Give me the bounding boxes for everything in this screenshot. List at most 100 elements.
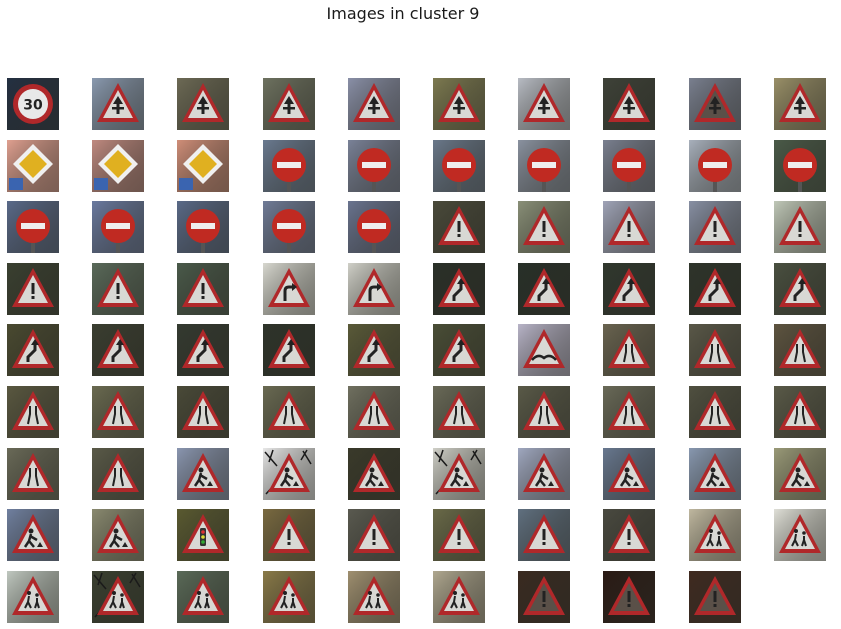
general-caution-sign-image xyxy=(603,571,655,623)
road-narrows-sign-image xyxy=(689,386,741,438)
image-tile xyxy=(603,509,655,561)
general-caution-sign-image xyxy=(774,201,826,253)
no-entry-sign-image xyxy=(689,140,741,192)
no-entry-sign-image xyxy=(92,201,144,253)
image-tile xyxy=(263,509,315,561)
no-entry-sign-image xyxy=(263,201,315,253)
general-caution-sign-image xyxy=(263,509,315,561)
road-narrows-sign-image xyxy=(774,324,826,376)
image-tile xyxy=(689,263,741,315)
image-tile xyxy=(348,448,400,500)
image-tile xyxy=(774,386,826,438)
image-tile xyxy=(7,386,59,438)
image-tile xyxy=(518,448,570,500)
image-tile xyxy=(774,448,826,500)
image-tile xyxy=(348,571,400,623)
road-narrows-sign-image xyxy=(92,386,144,438)
double-curve-sign-image xyxy=(7,324,59,376)
image-tile xyxy=(177,140,229,192)
priority-road-sign-image xyxy=(7,140,59,192)
image-tile xyxy=(348,263,400,315)
image-tile xyxy=(689,386,741,438)
general-caution-sign-image xyxy=(7,263,59,315)
image-tile xyxy=(774,140,826,192)
image-tile xyxy=(348,140,400,192)
image-tile xyxy=(177,571,229,623)
priority-road-ahead-sign-image xyxy=(433,78,485,130)
image-tile xyxy=(433,386,485,438)
children-crossing-sign-image xyxy=(433,571,485,623)
image-tile xyxy=(92,386,144,438)
image-tile xyxy=(518,263,570,315)
image-tile xyxy=(689,324,741,376)
no-entry-sign-image xyxy=(7,201,59,253)
image-tile: 30 xyxy=(7,78,59,130)
image-tile xyxy=(433,448,485,500)
image-tile xyxy=(7,140,59,192)
image-tile xyxy=(689,78,741,130)
image-tile xyxy=(774,509,826,561)
double-curve-sign-image xyxy=(689,263,741,315)
image-tile xyxy=(177,263,229,315)
road-work-sign-image xyxy=(348,448,400,500)
double-curve-sign-image xyxy=(263,324,315,376)
image-tile xyxy=(518,140,570,192)
road-work-sign-image xyxy=(603,448,655,500)
no-entry-sign-image xyxy=(603,140,655,192)
image-tile xyxy=(348,324,400,376)
image-tile xyxy=(433,571,485,623)
image-tile xyxy=(603,263,655,315)
image-tile xyxy=(348,386,400,438)
image-tile xyxy=(774,201,826,253)
image-tile xyxy=(774,78,826,130)
no-entry-sign-image xyxy=(518,140,570,192)
road-narrows-sign-image xyxy=(92,448,144,500)
image-tile xyxy=(689,448,741,500)
double-curve-sign-image xyxy=(433,263,485,315)
image-tile xyxy=(7,263,59,315)
priority-road-ahead-sign-image xyxy=(177,78,229,130)
traffic-signals-sign-image xyxy=(177,509,229,561)
image-tile xyxy=(518,386,570,438)
image-tile xyxy=(92,448,144,500)
image-tile xyxy=(263,263,315,315)
general-caution-sign-image xyxy=(689,201,741,253)
image-tile xyxy=(518,571,570,623)
image-tile xyxy=(263,386,315,438)
road-work-sign-image xyxy=(774,448,826,500)
children-crossing-sign-image xyxy=(774,509,826,561)
no-entry-sign-image xyxy=(433,140,485,192)
image-tile xyxy=(433,263,485,315)
image-tile xyxy=(7,324,59,376)
image-tile xyxy=(263,571,315,623)
image-tile xyxy=(603,78,655,130)
image-tile xyxy=(177,201,229,253)
image-tile xyxy=(263,201,315,253)
general-caution-sign-image xyxy=(518,571,570,623)
curve-right-sign-image xyxy=(348,263,400,315)
general-caution-sign-image xyxy=(518,509,570,561)
general-caution-sign-image xyxy=(603,509,655,561)
road-work-sign-image xyxy=(92,509,144,561)
image-tile xyxy=(92,324,144,376)
general-caution-sign-image xyxy=(177,263,229,315)
image-tile xyxy=(689,509,741,561)
image-tile xyxy=(92,263,144,315)
road-narrows-sign-image xyxy=(177,386,229,438)
image-tile xyxy=(348,509,400,561)
priority-road-ahead-sign-image xyxy=(603,78,655,130)
no-entry-sign-image xyxy=(263,140,315,192)
priority-road-ahead-sign-image xyxy=(263,78,315,130)
no-entry-sign-image xyxy=(774,140,826,192)
curve-right-sign-image xyxy=(263,263,315,315)
general-caution-sign-image xyxy=(603,201,655,253)
image-tile xyxy=(92,571,144,623)
road-work-sign-image xyxy=(263,448,315,500)
image-tile xyxy=(603,386,655,438)
general-caution-sign-image xyxy=(433,201,485,253)
double-curve-sign-image xyxy=(518,263,570,315)
image-tile xyxy=(603,324,655,376)
image-tile xyxy=(518,201,570,253)
priority-road-ahead-sign-image xyxy=(774,78,826,130)
